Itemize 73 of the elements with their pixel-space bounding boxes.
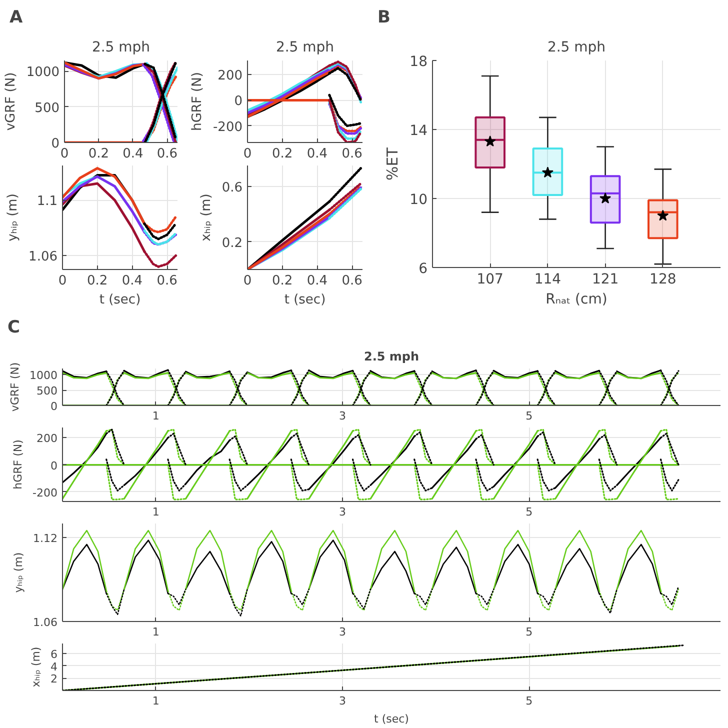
y-tick-label: 1.12 — [33, 532, 58, 545]
x-tick-label: 3 — [339, 410, 346, 422]
chart-title: 2.5 mph — [547, 40, 606, 56]
x-axis-title: t (sec) — [374, 712, 409, 726]
y-tick-label: 1.1 — [36, 194, 58, 210]
x-tick-label: 0.4 — [122, 274, 143, 288]
y-tick-label: 6 — [50, 648, 58, 661]
y-tick-label: 500 — [34, 100, 60, 116]
chart-title: 2.5 mph — [92, 40, 150, 56]
x-tick-label: 0.2 — [88, 146, 110, 162]
y-tick-label: -200 — [32, 486, 58, 500]
y-axis-title: xₕᵢₚ (m) — [198, 194, 214, 242]
y-tick-label: 1000 — [26, 65, 60, 80]
x-tick-label: 1 — [152, 410, 160, 422]
x-tick-label: 5 — [526, 506, 533, 518]
x-tick-label: 1 — [152, 694, 160, 708]
x-tick-label: 5 — [526, 694, 533, 708]
x-tick-label: 1 — [152, 626, 160, 638]
x-tick-label: 0.4 — [306, 146, 328, 162]
y-axis-title: yₕᵢₚ (m) — [6, 194, 21, 242]
x-tick-label: 0.6 — [342, 274, 362, 288]
x-tick-label: 0.2 — [272, 274, 293, 288]
x-tick-label: 0.4 — [122, 146, 144, 162]
chart-title: 2.5 mph — [276, 40, 334, 56]
x-tick-label: 3 — [339, 506, 346, 518]
y-tick-label: 0 — [50, 459, 58, 472]
x-tick-label: 0.6 — [342, 146, 362, 162]
y-tick-label: 6 — [418, 261, 428, 277]
x-tick-label: 107 — [476, 272, 504, 288]
y-tick-label: 1.06 — [28, 250, 58, 265]
y-tick-label: 1000 — [30, 369, 58, 382]
y-tick-label: 18 — [410, 54, 428, 70]
y-axis-title: yₕᵢₚ (m) — [12, 552, 26, 593]
y-tick-label: 0 — [51, 136, 60, 152]
y-tick-label: 0.6 — [222, 180, 243, 196]
y-tick-label: 200 — [218, 68, 243, 84]
x-tick-label: 0.4 — [306, 274, 328, 288]
x-tick-label: 1 — [152, 506, 160, 518]
x-tick-label: 0.2 — [87, 274, 108, 288]
y-axis-title: %ET — [384, 146, 402, 180]
x-tick-label: 5 — [526, 626, 533, 638]
text: B — [378, 8, 390, 28]
x-tick-label: 114 — [534, 272, 562, 288]
y-tick-label: 0 — [234, 94, 243, 110]
y-axis-title: vGRF (N) — [8, 362, 22, 412]
y-tick-label: 14 — [410, 123, 428, 139]
x-tick-label: 121 — [592, 272, 619, 288]
y-tick-label: 4 — [50, 660, 58, 674]
y-tick-label: 0.2 — [222, 236, 243, 251]
x-axis-title: Rₙₐₜ (cm) — [546, 292, 608, 308]
x-axis-title: t (sec) — [284, 292, 326, 308]
y-axis-title: hGRF (N) — [12, 440, 25, 490]
y-tick-label: 500 — [36, 384, 58, 398]
x-tick-label: 5 — [526, 410, 533, 422]
x-tick-label: 3 — [339, 694, 346, 708]
x-tick-label: 0.6 — [156, 146, 178, 162]
y-tick-label: -200 — [212, 120, 243, 135]
y-tick-label: 1.06 — [33, 616, 58, 629]
y-axis-title: vGRF (N) — [3, 72, 18, 131]
x-tick-label: 128 — [650, 272, 676, 288]
y-axis-title: hGRF (N) — [190, 72, 205, 131]
x-axis-title: t (sec) — [99, 292, 141, 308]
y-tick-label: 200 — [36, 432, 58, 446]
y-tick-label: 0 — [50, 400, 58, 413]
y-axis-title: xₕᵢₚ (m) — [30, 646, 42, 688]
x-tick-label: 0.2 — [272, 146, 293, 162]
text: A — [10, 8, 24, 28]
x-tick-label: 0.6 — [156, 274, 178, 288]
text: C — [8, 318, 20, 338]
chart-title: 2.5 mph — [364, 350, 420, 364]
y-tick-label: 2 — [50, 672, 58, 686]
x-tick-label: 3 — [339, 626, 346, 638]
y-tick-label: 10 — [410, 192, 428, 208]
